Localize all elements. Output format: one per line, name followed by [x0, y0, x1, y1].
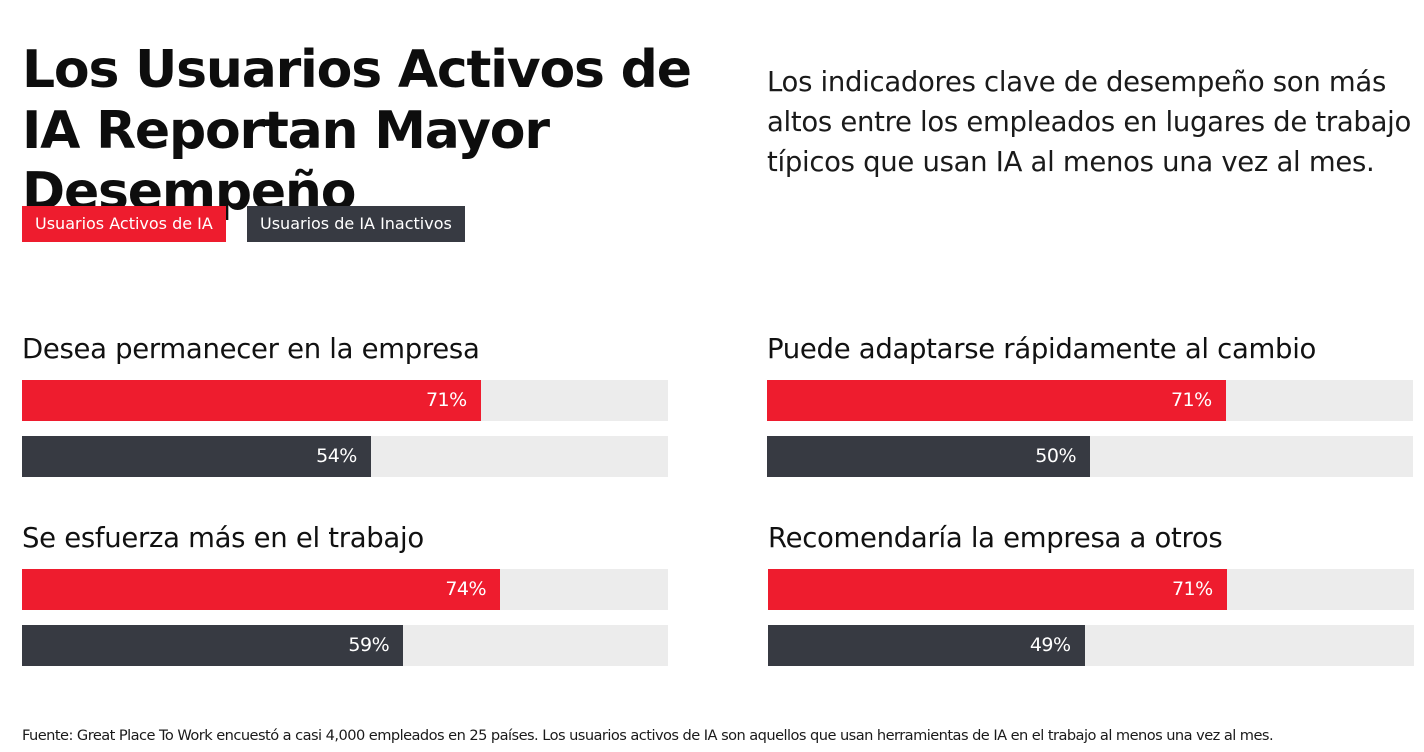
value-label-inactive: 49%	[1029, 634, 1071, 656]
bar-track: 74%	[22, 569, 668, 610]
panel-recommend: Recomendaría la empresa a otros 71% 49%	[768, 518, 1414, 666]
bar-active-adapt	[767, 380, 1226, 421]
category-label: Puede adaptarse rápidamente al cambio	[767, 333, 1317, 365]
bar-active-effort	[22, 569, 501, 610]
value-label-active: 74%	[445, 578, 487, 600]
bar-inactive-stay	[22, 436, 371, 477]
panel-adapt-change: Puede adaptarse rápidamente al cambio 71…	[767, 329, 1413, 477]
bar-track: 71%	[767, 380, 1413, 421]
category-label: Recomendaría la empresa a otros	[768, 522, 1223, 554]
bar-inactive-adapt	[767, 436, 1090, 477]
source-note: Fuente: Great Place To Work encuestó a c…	[22, 727, 1274, 744]
bar-inactive-effort	[22, 625, 404, 666]
chart-subtitle: Los indicadores clave de desempeño son m…	[767, 66, 1412, 178]
category-label: Desea permanecer en la empresa	[22, 333, 480, 365]
value-label-active: 71%	[1171, 578, 1213, 600]
bar-track: 71%	[22, 380, 668, 421]
bar-active-stay	[22, 380, 481, 421]
category-label: Se esfuerza más en el trabajo	[22, 522, 424, 554]
bar-active-recommend	[768, 569, 1227, 610]
bar-inactive-recommend	[768, 625, 1085, 666]
panel-extra-effort: Se esfuerza más en el trabajo 74% 59%	[22, 518, 668, 666]
value-label-inactive: 50%	[1035, 445, 1076, 467]
value-label-active: 71%	[425, 389, 467, 411]
panel-stay-company: Desea permanecer en la empresa 71% 54%	[22, 329, 668, 477]
bar-track: 50%	[767, 436, 1413, 477]
bar-track: 49%	[768, 625, 1414, 666]
chart-title: Los Usuarios Activos de IA Reportan Mayo…	[22, 40, 692, 222]
legend-inactive-users: Usuarios de IA Inactivos	[247, 206, 465, 242]
bar-track: 54%	[22, 436, 668, 477]
value-label-active: 71%	[1170, 389, 1212, 411]
value-label-inactive: 54%	[316, 445, 357, 467]
legend-active-users: Usuarios Activos de IA	[22, 206, 226, 242]
value-label-inactive: 59%	[348, 634, 390, 656]
bar-track: 71%	[768, 569, 1414, 610]
bar-track: 59%	[22, 625, 668, 666]
